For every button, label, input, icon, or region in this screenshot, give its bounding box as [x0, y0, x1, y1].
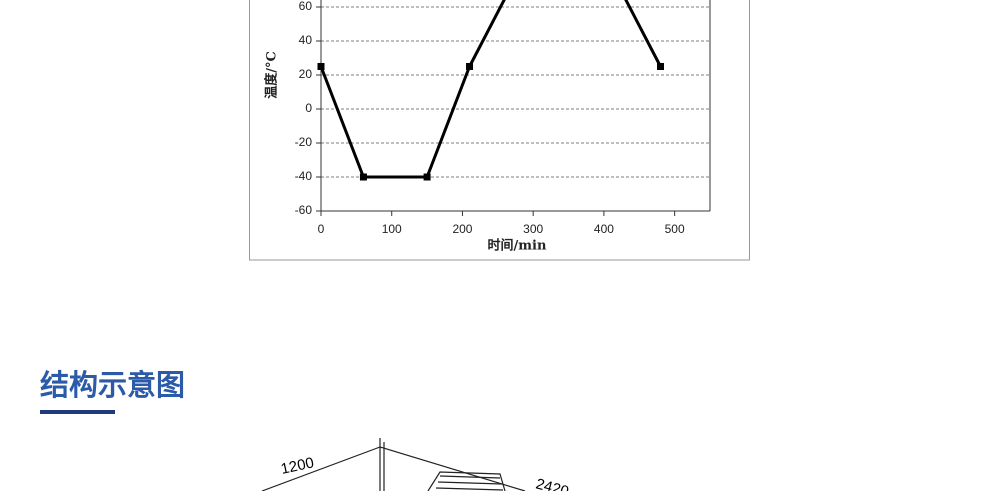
x-tick-label: 500 [665, 222, 685, 236]
point [656, 63, 664, 70]
x-tick-label: 200 [452, 222, 472, 236]
y-tick-label: 60 [299, 0, 313, 13]
x-tick-label: 400 [594, 222, 614, 236]
y-axis-title: 温度/°C [264, 51, 280, 99]
x-tick-label: 100 [382, 222, 402, 236]
y-tick-label: 40 [299, 33, 313, 47]
dimension-label: 1200 [279, 454, 315, 478]
y-tick-label: 0 [305, 101, 312, 115]
x-axis-title: 时间/min [488, 238, 547, 254]
point [359, 173, 367, 181]
point [423, 173, 431, 181]
point [317, 63, 325, 70]
y-tick-label: -40 [295, 169, 313, 183]
dimension-label: 2420 [534, 475, 571, 491]
x-tick-label: 0 [318, 222, 325, 236]
y-tick-label: 20 [299, 67, 313, 81]
y-tick-label: -20 [295, 135, 313, 149]
diagram-lines [261, 438, 526, 491]
x-tick-label: 300 [523, 222, 543, 236]
title-underline [40, 410, 115, 414]
point [466, 63, 474, 70]
chart-frame [249, 0, 750, 261]
chart: 时间/min 温度/°C -60-40-20020406080100010020… [249, 0, 750, 261]
section-title: 结构示意图 [40, 368, 186, 402]
diagram: 1200 2420 [261, 438, 571, 491]
y-tick-label: -60 [295, 203, 313, 217]
